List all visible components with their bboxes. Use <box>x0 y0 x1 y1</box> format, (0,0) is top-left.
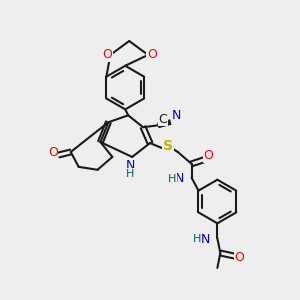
Text: O: O <box>103 48 112 62</box>
Text: S: S <box>163 139 173 153</box>
Text: O: O <box>48 146 58 160</box>
Text: N: N <box>125 159 135 172</box>
Text: C: C <box>158 113 167 126</box>
Text: O: O <box>147 48 157 62</box>
Text: N: N <box>172 109 182 122</box>
Text: H: H <box>126 169 134 179</box>
Text: H: H <box>168 174 176 184</box>
Text: H: H <box>192 234 201 244</box>
Text: N: N <box>201 233 210 246</box>
Text: N: N <box>175 172 184 185</box>
Text: O: O <box>203 149 213 162</box>
Text: O: O <box>234 251 244 265</box>
